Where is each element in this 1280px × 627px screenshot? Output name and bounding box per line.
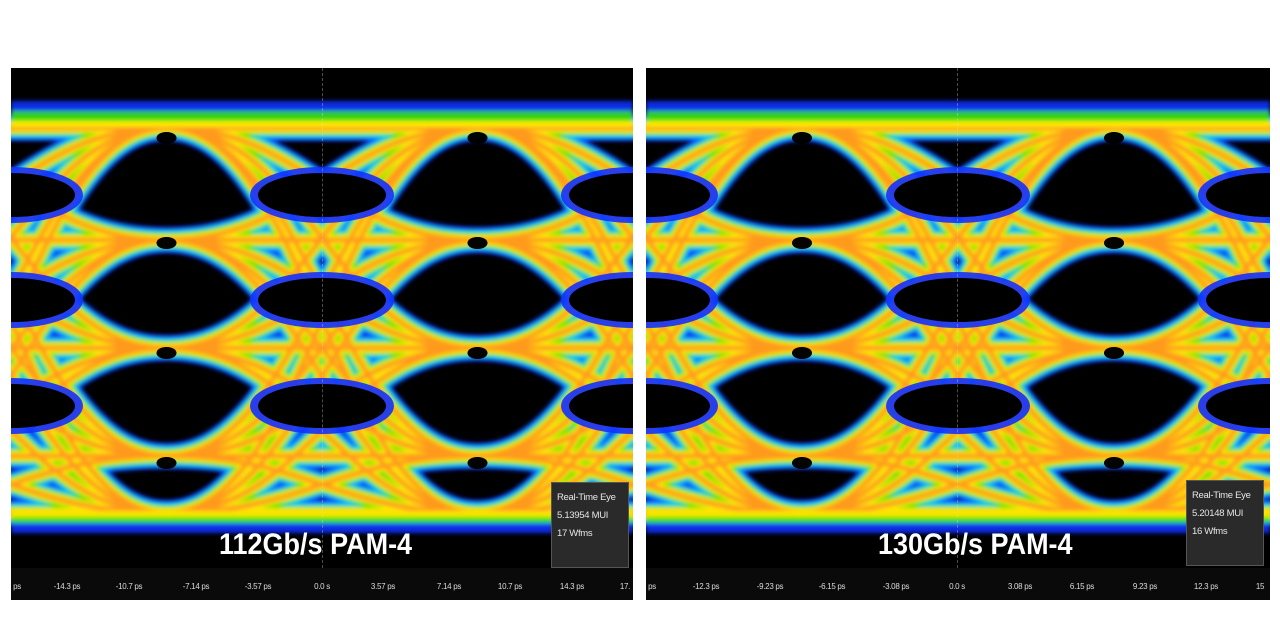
time-tick-label: -10.7 ps: [115, 582, 143, 591]
time-tick-label: -9.23 ps: [756, 582, 784, 591]
panel-caption: 130Gb/s PAM-4: [878, 528, 1073, 561]
time-axis: ps -14.3 ps -10.7 ps -7.14 ps -3.57 ps 0…: [11, 568, 633, 600]
readout-ui: 5.20148 MUI: [1192, 508, 1244, 519]
time-tick-label: 17.: [619, 582, 631, 591]
time-tick-label: 3.57 ps: [370, 582, 396, 591]
time-tick-label: 9.23 ps: [1132, 582, 1158, 591]
time-tick-label: -3.57 ps: [244, 582, 272, 591]
time-tick-label: ps: [648, 582, 656, 591]
time-tick-label: 7.14 ps: [436, 582, 462, 591]
time-tick-label: 15: [1255, 582, 1265, 591]
time-tick-label: 3.08 ps: [1007, 582, 1033, 591]
time-tick-label: 12.3 ps: [1193, 582, 1219, 591]
readout-title: Real-Time Eye: [557, 492, 616, 503]
readout-wfms: 16 Wfms: [1192, 526, 1228, 537]
readout-wfms: 17 Wfms: [557, 528, 593, 539]
time-tick-label: 14.3 ps: [559, 582, 585, 591]
center-time-marker: [957, 68, 958, 568]
time-tick-label: -6.15 ps: [818, 582, 846, 591]
time-tick-label: ps: [13, 582, 21, 591]
time-tick-label: 0.0 s: [314, 582, 330, 591]
eye-diagram-plot-130g: [646, 101, 1270, 533]
eye-diagram-plot-112g: [11, 101, 633, 533]
time-tick-label: -14.3 ps: [53, 582, 81, 591]
real-time-eye-readout: Real-Time Eye 5.13954 MUI 17 Wfms: [551, 482, 629, 568]
time-tick-label: -7.14 ps: [182, 582, 210, 591]
time-axis: ps -12.3 ps -9.23 ps -6.15 ps -3.08 ps 0…: [646, 568, 1270, 600]
readout-title: Real-Time Eye: [1192, 490, 1251, 501]
eye-diagram-panel-112g: 112Gb/s PAM-4 Real-Time Eye 5.13954 MUI …: [11, 68, 633, 600]
real-time-eye-readout: Real-Time Eye 5.20148 MUI 16 Wfms: [1186, 480, 1264, 566]
center-time-marker: [322, 68, 323, 568]
time-tick-label: 10.7 ps: [497, 582, 523, 591]
panel-caption: 112Gb/s PAM-4: [219, 528, 413, 561]
readout-ui: 5.13954 MUI: [557, 510, 609, 521]
time-tick-label: 0.0 s: [949, 582, 965, 591]
time-tick-label: 6.15 ps: [1069, 582, 1095, 591]
time-tick-label: -3.08 ps: [882, 582, 910, 591]
eye-diagram-panel-130g: 130Gb/s PAM-4 Real-Time Eye 5.20148 MUI …: [646, 68, 1270, 600]
time-tick-label: -12.3 ps: [692, 582, 720, 591]
